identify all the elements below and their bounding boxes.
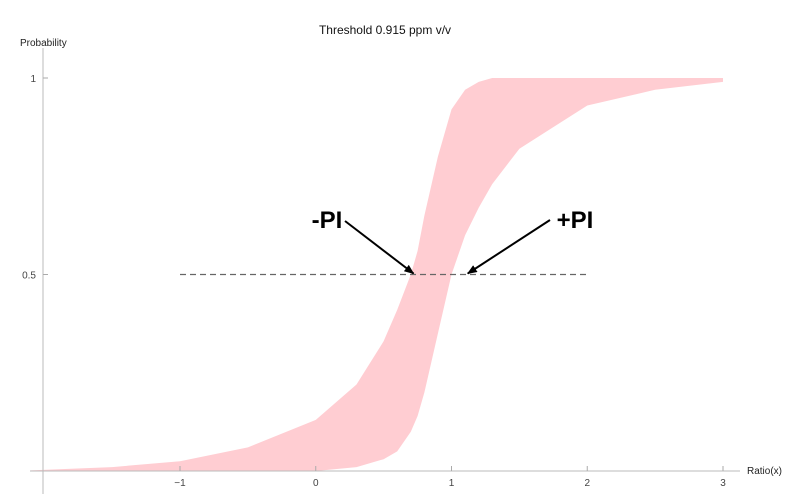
- minus-pi-arrow: [344, 220, 415, 275]
- x-tick-label: 0: [313, 478, 319, 489]
- plus-pi-arrow: [466, 219, 551, 275]
- chart-title: Threshold 0.915 ppm v/v: [319, 23, 451, 37]
- annotations: -PI +PI: [312, 207, 594, 275]
- x-tick-label: 3: [720, 478, 726, 489]
- minus-pi-label: -PI: [312, 207, 343, 234]
- plus-pi-label: +PI: [557, 207, 594, 234]
- probability-band: [30, 78, 723, 471]
- x-axis-label: Ratio(x): [747, 466, 782, 477]
- y-axis-label: Probability: [20, 38, 67, 49]
- x-tick-label: 1: [449, 478, 455, 489]
- y-tick-label: 1: [30, 74, 36, 85]
- y-tick-label: 0.5: [22, 271, 36, 282]
- x-tick-label: 2: [584, 478, 590, 489]
- x-axis-ticks: −1 0 1 2 3: [174, 466, 726, 489]
- y-axis-ticks: 0.51: [22, 74, 48, 282]
- x-tick-label: −1: [174, 478, 186, 489]
